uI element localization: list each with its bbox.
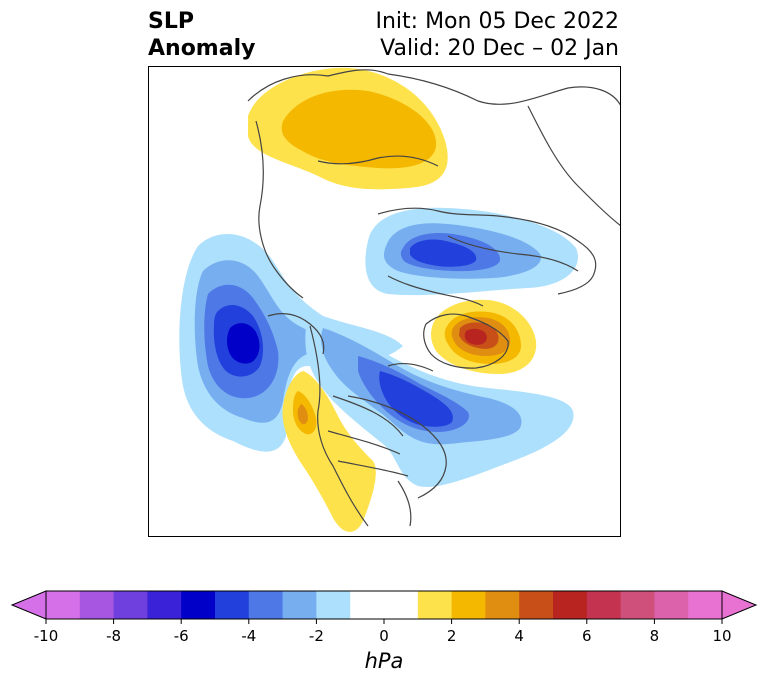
- map-dates: Init: Mon 05 Dec 2022 Valid: 20 Dec – 02…: [376, 8, 620, 62]
- colorbar-tick-label: 8: [650, 627, 660, 645]
- colorbar-segment: [46, 591, 81, 619]
- coastlines: [247, 69, 621, 527]
- colorbar-segment: [451, 591, 486, 619]
- map-frame: [148, 66, 621, 537]
- colorbar-segment: [350, 591, 385, 619]
- colorbar-tick-label: -8: [106, 627, 121, 645]
- colorbar-segment: [181, 591, 216, 619]
- colorbar: -10 -8 -6 -4 -2 0 2 4 6 8 10 hPa: [10, 590, 758, 673]
- title-variable: SLP: [148, 9, 194, 34]
- colorbar-segments: [10, 590, 758, 620]
- colorbar-segment: [215, 591, 250, 619]
- colorbar-extend-high: [721, 590, 758, 620]
- colorbar-tick-label: 10: [712, 627, 731, 645]
- colorbar-units: hPa: [365, 649, 404, 673]
- colorbar-segment: [417, 591, 453, 619]
- valid-range: Valid: 20 Dec – 02 Jan: [380, 36, 619, 61]
- init-date: Init: Mon 05 Dec 2022: [375, 9, 620, 34]
- canada-negative-anomaly: [305, 316, 574, 487]
- colorbar-segment: [485, 591, 520, 619]
- pacific-negative-anomaly: [179, 234, 403, 452]
- colorbar-segment: [384, 591, 419, 619]
- colorbar-segment: [316, 591, 351, 619]
- colorbar-tick-label: 6: [582, 627, 592, 645]
- europe-positive-anomaly: [248, 67, 448, 190]
- colorbar-segment: [586, 591, 622, 619]
- colorbar-segment: [688, 591, 723, 619]
- greenland-positive-anomaly: [431, 299, 537, 374]
- colorbar-segment: [113, 591, 148, 619]
- colorbar-tick-label: 4: [514, 627, 524, 645]
- colorbar-segment: [147, 591, 182, 619]
- western-us-positive-anomaly: [282, 371, 376, 532]
- colorbar-tick-label: 2: [447, 627, 457, 645]
- title-variable-sub: Anomaly: [148, 36, 256, 61]
- colorbar-segment: [553, 591, 588, 619]
- colorbar-extend-low: [10, 590, 47, 620]
- colorbar-segment: [654, 591, 689, 619]
- siberia-negative-anomaly: [365, 207, 578, 296]
- slp-anomaly-map: [148, 66, 621, 537]
- colorbar-segment: [519, 591, 554, 619]
- colorbar-tick-label: -6: [174, 627, 189, 645]
- colorbar-segment: [79, 591, 115, 619]
- colorbar-segment: [282, 591, 317, 619]
- colorbar-tick-label: -10: [34, 627, 59, 645]
- colorbar-segment: [248, 591, 284, 619]
- map-title: SLP Anomaly: [148, 8, 255, 62]
- colorbar-tick-label: -4: [241, 627, 256, 645]
- colorbar-tick-label: -2: [309, 627, 324, 645]
- colorbar-tick-label: 0: [379, 627, 389, 645]
- colorbar-ticks: -10 -8 -6 -4 -2 0 2 4 6 8 10: [34, 619, 732, 645]
- colorbar-segment: [620, 591, 655, 619]
